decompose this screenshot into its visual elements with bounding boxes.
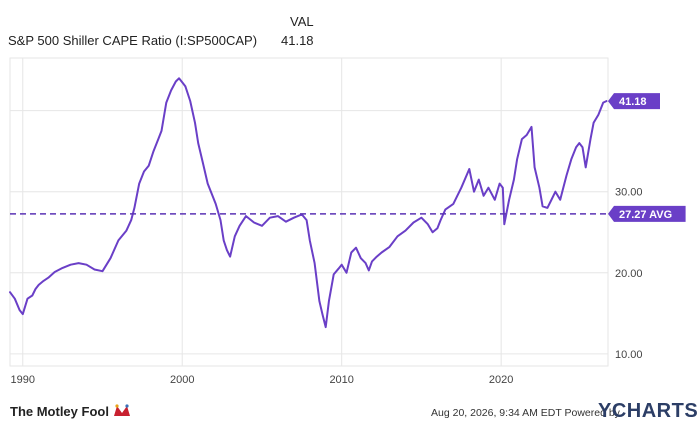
x-tick-label: 2010 [329,374,353,386]
last-value-label: 41.18 [619,96,647,108]
x-tick-label: 1990 [11,374,35,386]
ycharts-logo: YCHARTS [598,400,699,422]
value-column-header: VAL [290,14,314,29]
x-tick-label: 2000 [170,374,194,386]
series-name-label: S&P 500 Shiller CAPE Ratio (I:SP500CAP) [8,33,258,48]
motley-fool-logo: The Motley Fool [10,404,131,419]
jester-hat-icon [113,404,130,416]
footer-timestamp: Aug 20, 2026, 9:34 AM EDT Powered by [431,407,620,419]
y-tick-label: 30.00 [615,187,643,199]
average-value-label-bg [608,205,686,222]
plot-frame [9,57,609,367]
motley-fool-logo-text: The Motley Fool [10,404,109,419]
average-value-label: 27.27 AVG [619,209,672,221]
last-value-label-bg [608,93,660,110]
cape-ratio-line [9,77,608,329]
series-current-value: 41.18 [281,33,314,48]
x-tick-label: 2020 [489,374,513,386]
y-tick-label: 10.00 [615,349,643,361]
y-tick-label: 20.00 [615,268,643,280]
